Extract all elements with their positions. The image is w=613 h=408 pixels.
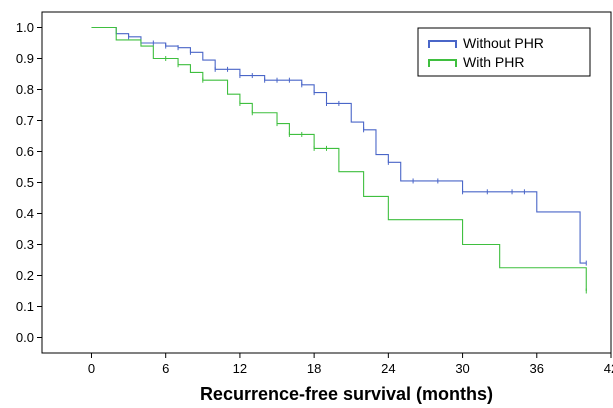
x-tick-label: 42	[604, 361, 613, 376]
x-tick-label: 18	[307, 361, 321, 376]
y-tick-label: 0.0	[16, 330, 34, 345]
y-tick-label: 0.1	[16, 299, 34, 314]
y-axis: 0.0 0.1 0.2 0.3 0.4 0.5 0.6 0.7 0.8 0.9 1.0	[16, 20, 42, 345]
y-tick-label: 0.8	[16, 82, 34, 97]
x-tick-label: 12	[233, 361, 247, 376]
legend-label: With PHR	[463, 54, 524, 70]
x-axis-title: Recurrence-free survival (months)	[200, 384, 493, 404]
y-tick-label: 0.5	[16, 175, 34, 190]
series-layer	[91, 26, 587, 294]
legend: Without PHR With PHR	[417, 27, 591, 77]
y-tick-label: 0.3	[16, 237, 34, 252]
y-tick-label: 0.6	[16, 144, 34, 159]
legend-label: Without PHR	[463, 35, 544, 51]
y-tick-label: 1.0	[16, 20, 34, 35]
y-tick-label: 0.7	[16, 113, 34, 128]
legend-symbol	[428, 59, 457, 67]
legend-box	[417, 27, 591, 77]
x-tick-label: 30	[455, 361, 469, 376]
x-tick-label: 36	[530, 361, 544, 376]
x-axis: 0 6 12 18 24 30 36 42	[88, 353, 613, 376]
legend-symbol	[428, 40, 457, 48]
y-tick-label: 0.9	[16, 51, 34, 66]
y-tick-label: 0.2	[16, 268, 34, 283]
x-tick-label: 0	[88, 361, 95, 376]
y-tick-label: 0.4	[16, 206, 34, 221]
x-tick-label: 24	[381, 361, 395, 376]
x-tick-label: 6	[162, 361, 169, 376]
